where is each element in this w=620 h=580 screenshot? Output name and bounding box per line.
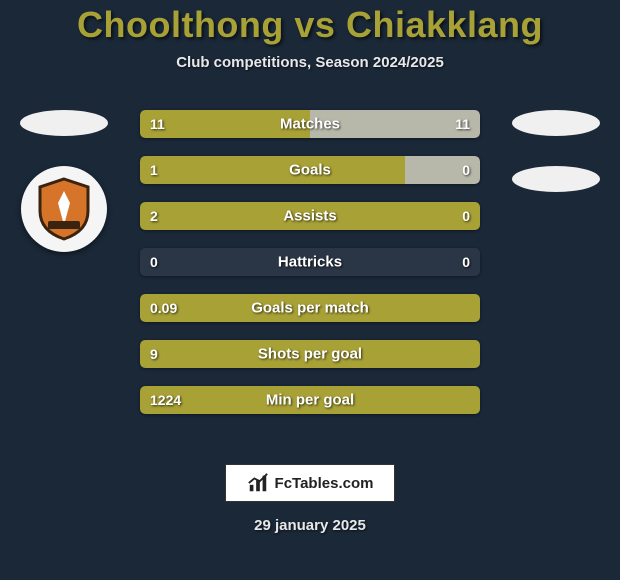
bar-fill-left [140,202,480,230]
stat-row-goals-per-match: 0.09 Goals per match [140,294,480,322]
stat-row-min-per-goal: 1224 Min per goal [140,386,480,414]
comparison-card: Choolthong vs Chiakklang Club competitio… [0,0,620,580]
flag-right-icon [512,110,600,136]
bar-fill-left [140,386,480,414]
fctables-link[interactable]: FcTables.com [225,464,395,502]
stat-row-goals: 1 Goals 0 [140,156,480,184]
date-label: 29 january 2025 [254,517,366,534]
bar-fill-right [310,110,480,138]
bar-fill-right [405,156,480,184]
chart-icon [247,472,269,494]
stat-row-hattricks: 0 Hattricks 0 [140,248,480,276]
bar-fill-left [140,110,310,138]
stat-left-value: 0 [150,254,158,270]
right-player-column [512,110,600,192]
bar-fill-left [140,340,480,368]
bar-fill-left [140,156,405,184]
stat-row-shots-per-goal: 9 Shots per goal [140,340,480,368]
page-title: Choolthong vs Chiakklang [77,4,543,46]
flag-left-icon [20,110,108,136]
shield-icon [36,177,92,241]
club-badge-left [21,166,107,252]
stats-bars: 11 Matches 11 1 Goals 0 2 Assists 0 0 Ha… [140,110,480,414]
subtitle: Club competitions, Season 2024/2025 [176,54,444,71]
bar-fill-left [140,294,480,322]
stat-label: Hattricks [140,254,480,271]
left-player-column [20,110,108,252]
footer-brand-label: FcTables.com [275,475,374,492]
stat-row-assists: 2 Assists 0 [140,202,480,230]
stat-right-value: 0 [462,254,470,270]
stat-row-matches: 11 Matches 11 [140,110,480,138]
club-flag-right-icon [512,166,600,192]
